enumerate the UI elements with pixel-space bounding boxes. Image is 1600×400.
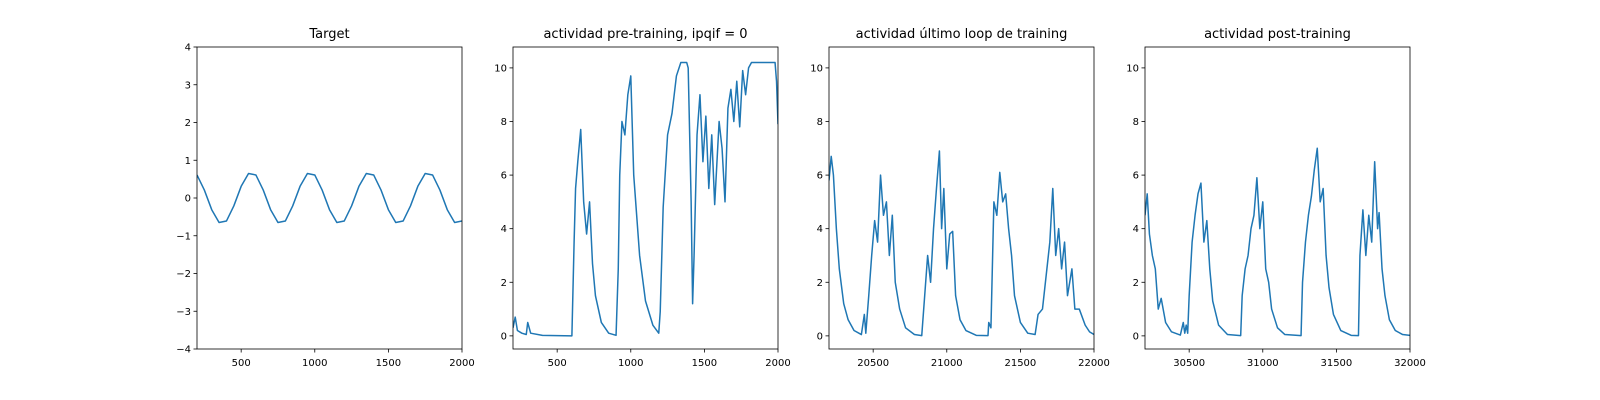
x-tick-label: 20500 <box>857 358 889 369</box>
axes-frame <box>1144 46 1411 350</box>
y-tick-label: 2 <box>501 278 507 289</box>
x-tick-label: 1500 <box>376 358 401 369</box>
data-line <box>513 61 778 337</box>
axes-frame <box>512 46 779 350</box>
chart-title: actividad último loop de training <box>856 27 1068 42</box>
x-tick-label: 31000 <box>1247 358 1279 369</box>
data-line <box>829 150 1094 337</box>
y-tick-label: 0 <box>501 331 507 342</box>
y-tick-label: 6 <box>817 171 823 182</box>
y-tick-label: 10 <box>494 63 507 74</box>
y-tick-label: 0 <box>817 331 823 342</box>
chart-title: actividad pre-training, ipqif = 0 <box>543 27 747 42</box>
y-tick-label: 4 <box>185 43 191 54</box>
x-tick-label: 2000 <box>449 358 474 369</box>
y-tick-label: 6 <box>1133 171 1139 182</box>
x-tick-label: 1500 <box>692 358 717 369</box>
x-tick-label: 32000 <box>1394 358 1426 369</box>
x-tick-label: 31500 <box>1320 358 1352 369</box>
x-tick-label: 22000 <box>1078 358 1110 369</box>
y-tick-label: −1 <box>176 231 191 242</box>
y-tick-label: 6 <box>501 171 507 182</box>
axes-frame <box>828 46 1095 350</box>
x-tick-label: 21500 <box>1004 358 1036 369</box>
chart-title: actividad post-training <box>1204 27 1351 42</box>
y-tick-label: 0 <box>185 194 191 205</box>
y-tick-label: 2 <box>1133 278 1139 289</box>
y-tick-label: 8 <box>817 117 823 128</box>
y-tick-label: 4 <box>817 224 823 235</box>
x-tick-label: 30500 <box>1173 358 1205 369</box>
y-tick-label: 4 <box>501 224 507 235</box>
x-tick-label: 21000 <box>931 358 963 369</box>
y-tick-label: 1 <box>185 156 191 167</box>
y-tick-label: 2 <box>185 118 191 129</box>
y-tick-label: 3 <box>185 80 191 91</box>
x-tick-label: 2000 <box>765 358 790 369</box>
y-tick-label: −4 <box>176 345 191 356</box>
y-tick-label: 8 <box>501 117 507 128</box>
chart-title: Target <box>308 27 349 42</box>
data-line <box>1145 147 1410 337</box>
y-tick-label: 10 <box>810 63 823 74</box>
x-tick-label: 1000 <box>302 358 327 369</box>
y-tick-label: −3 <box>176 307 191 318</box>
y-tick-label: 2 <box>817 278 823 289</box>
y-tick-label: 8 <box>1133 117 1139 128</box>
y-tick-label: 0 <box>1133 331 1139 342</box>
y-tick-label: −2 <box>176 269 191 280</box>
y-tick-label: 10 <box>1126 63 1139 74</box>
data-line <box>197 172 462 224</box>
x-tick-label: 500 <box>232 358 251 369</box>
y-tick-label: 4 <box>1133 224 1139 235</box>
x-tick-label: 500 <box>548 358 567 369</box>
x-tick-label: 1000 <box>618 358 643 369</box>
